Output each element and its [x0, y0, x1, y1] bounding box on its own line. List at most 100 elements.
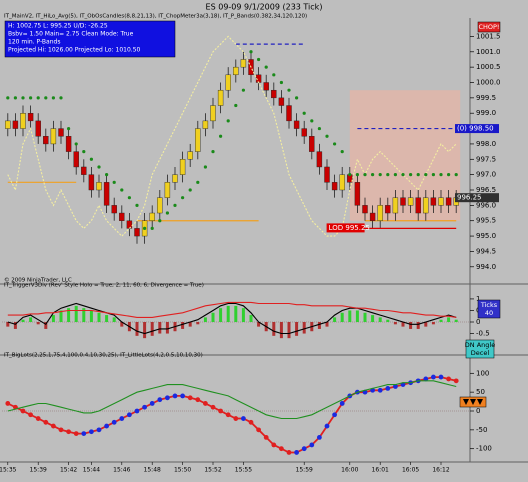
histogram-bar [120, 322, 124, 327]
dot [181, 196, 185, 200]
x-tick-label: 15:39 [30, 467, 47, 474]
dot [188, 188, 192, 192]
histogram-bar [295, 322, 299, 336]
note: © 2009 NinjaTrader, LLC [4, 277, 72, 284]
histogram-bar [44, 322, 48, 329]
dot [43, 419, 49, 425]
histogram-bar [21, 319, 25, 322]
dot [104, 423, 109, 429]
candle-body [233, 66, 239, 76]
dot [393, 384, 398, 389]
x-tick-label: 15:48 [144, 467, 161, 474]
histogram-bar [203, 317, 207, 322]
dot [393, 173, 397, 177]
candle-body [324, 166, 330, 183]
candle-body [445, 197, 452, 206]
candle-body [293, 120, 300, 129]
histogram-bar [196, 322, 200, 325]
dot [210, 404, 216, 410]
histogram-bar [143, 322, 147, 339]
histogram-bar [241, 308, 245, 322]
dot [340, 150, 344, 154]
badge [465, 339, 495, 359]
histogram-bar [36, 322, 40, 325]
x-tick-label: 16:01 [372, 467, 389, 474]
dot [29, 96, 33, 100]
candle-body [339, 174, 345, 191]
dot [143, 226, 147, 230]
dot [386, 173, 390, 177]
histogram-bar [439, 319, 443, 322]
dot [309, 442, 315, 448]
histogram-bar [211, 312, 215, 322]
dot [264, 65, 268, 69]
dot [150, 226, 154, 230]
x-tick-label: 15:44 [83, 467, 100, 474]
dot [333, 142, 337, 146]
dot [5, 401, 11, 406]
dot [59, 96, 63, 100]
candle-body [35, 120, 41, 137]
dot [325, 134, 329, 138]
candle-body [164, 182, 171, 198]
candle-body [27, 113, 34, 122]
y-tick-label: 1 [476, 295, 480, 303]
histogram-bar [279, 322, 283, 339]
dot [310, 119, 314, 123]
x-tick-label: 15:35 [0, 467, 17, 474]
candle-body [392, 197, 399, 214]
candle-body [225, 74, 231, 91]
y-tick-label: 995.5 [476, 217, 496, 225]
y-tick-label: 994.5 [476, 247, 496, 255]
candle-body [157, 197, 163, 214]
dot [302, 111, 306, 115]
histogram-bar [135, 322, 139, 336]
x-tick-label: 15:52 [204, 467, 221, 474]
dot [226, 119, 230, 123]
dot [249, 50, 253, 54]
dot [317, 126, 321, 131]
histogram-bar [386, 319, 390, 322]
dot [58, 427, 64, 433]
y-tick-label: 1000.5 [476, 63, 501, 71]
y-tick-label: -50 [476, 426, 487, 434]
histogram-bar [181, 322, 185, 329]
badge-label: 40 [485, 309, 493, 317]
y-tick-label: 1001.5 [476, 32, 501, 40]
dot [36, 96, 40, 100]
dot [187, 395, 193, 401]
dot [74, 142, 78, 146]
histogram-bar [89, 310, 93, 322]
dot [195, 397, 201, 403]
dot [385, 385, 391, 391]
histogram-bar [234, 305, 238, 322]
dot [355, 173, 359, 177]
panel-title: IT_TriggerV3Div (Rev' Style Holo = True,… [4, 283, 204, 289]
candle-body [126, 220, 133, 229]
dot [256, 427, 261, 433]
dot [294, 450, 299, 455]
price-tag-label: (0) 998.50 [457, 125, 494, 133]
line-series [7, 302, 457, 335]
info-box [4, 20, 176, 58]
histogram-bar [249, 315, 253, 322]
dot [423, 376, 429, 382]
candle-body [12, 120, 19, 129]
dot [241, 416, 246, 421]
dot [135, 203, 139, 207]
histogram-bar [393, 322, 397, 325]
histogram-bar [287, 322, 291, 339]
dot [112, 180, 116, 184]
histogram-bar [325, 322, 329, 327]
dot [111, 419, 117, 425]
badge-label: Decel [471, 349, 490, 357]
dot [234, 103, 238, 108]
dot [89, 429, 94, 435]
dot [119, 416, 125, 421]
candle-body [65, 136, 72, 152]
candle-body [407, 197, 414, 206]
candle-body [96, 182, 102, 191]
histogram-bar [188, 322, 192, 327]
dot [196, 180, 200, 184]
candle-body [88, 174, 95, 191]
